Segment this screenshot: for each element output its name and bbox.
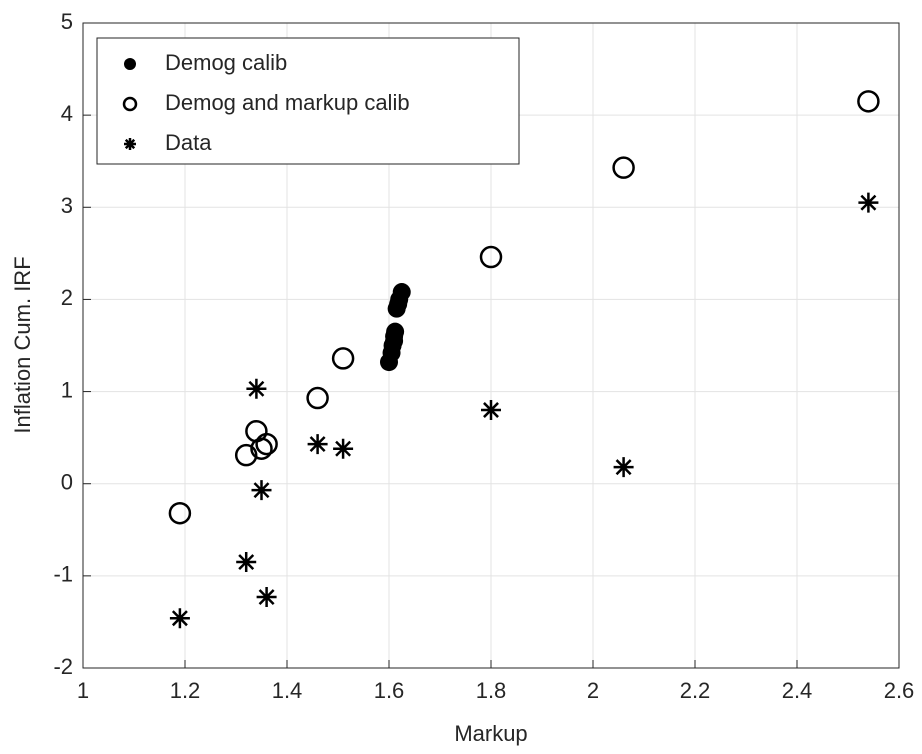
x-tick-label: 2 [587, 678, 599, 703]
y-axis-label: Inflation Cum. IRF [10, 256, 35, 433]
legend-marker [124, 58, 136, 70]
point [385, 327, 404, 346]
point [306, 386, 329, 410]
x-tick-label: 1.6 [374, 678, 405, 703]
x-tick-label: 1.2 [170, 678, 201, 703]
y-tick-label: 4 [61, 101, 73, 126]
point [168, 501, 192, 525]
point [392, 283, 411, 302]
x-tick-label: 1 [77, 678, 89, 703]
marks [168, 90, 880, 629]
point [169, 608, 190, 629]
y-tick-label: -1 [53, 562, 73, 587]
y-tick-label: 2 [61, 285, 73, 310]
point [234, 443, 258, 467]
point [613, 457, 634, 478]
point [251, 480, 272, 501]
y-tick-label: 1 [61, 377, 73, 402]
point [307, 434, 328, 455]
legend-label: Demog calib [165, 50, 287, 75]
y-tick-label: 0 [61, 470, 73, 495]
point [255, 432, 278, 456]
legend-label: Demog and markup calib [165, 90, 410, 115]
point [857, 90, 880, 113]
point [236, 552, 257, 573]
point [612, 156, 635, 179]
legend: Demog calib Demog and markup calib Data [96, 37, 520, 165]
x-tick-label: 2.2 [680, 678, 711, 703]
point [479, 245, 503, 269]
y-tick-label: 5 [61, 9, 73, 34]
point [256, 587, 277, 608]
x-tick-label: 1.8 [476, 678, 507, 703]
y-tick-label: 3 [61, 193, 73, 218]
point [331, 347, 355, 370]
point [250, 437, 273, 460]
legend-box [96, 37, 520, 165]
x-tick-label: 2.6 [884, 678, 915, 703]
y-tick-label: -2 [53, 654, 73, 679]
x-tick-label: 2.4 [782, 678, 813, 703]
legend-label: Data [165, 130, 212, 155]
point [333, 438, 354, 459]
point [481, 400, 501, 420]
point [246, 378, 267, 399]
x-axis-label: Markup [454, 721, 527, 746]
x-tick-label: 1.4 [272, 678, 303, 703]
legend-marker [124, 138, 136, 150]
point [858, 192, 879, 213]
legend-marker [122, 96, 138, 112]
